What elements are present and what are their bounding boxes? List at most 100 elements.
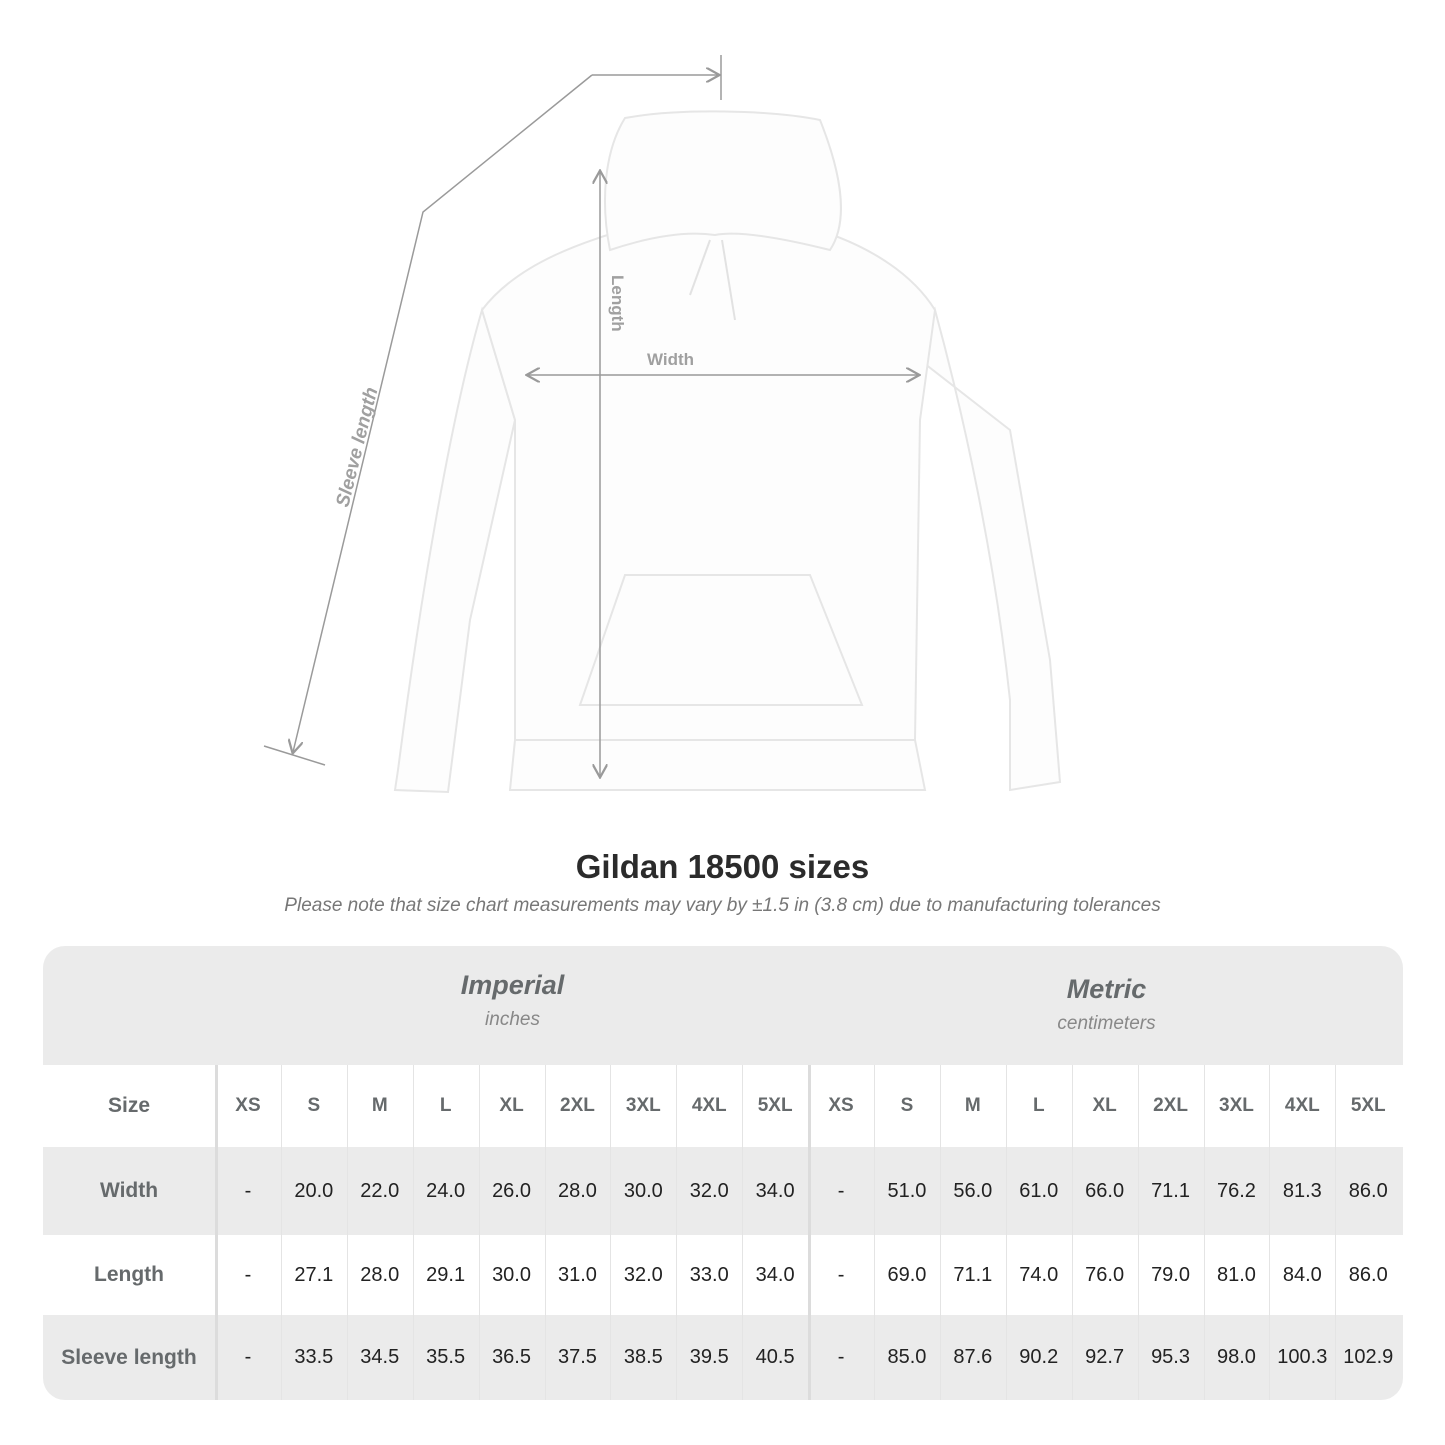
- size-table: Imperial inches Metric centimeters Size X…: [43, 946, 1403, 1400]
- tolerance-note: Please note that size chart measurements…: [284, 895, 1161, 916]
- size-row-bg: [43, 1065, 1403, 1147]
- metric-size-header: XS: [828, 1095, 854, 1116]
- imperial-value-cell: 28.0: [557, 1179, 597, 1202]
- row-label: Length: [94, 1263, 164, 1286]
- imperial-value-cell: 35.5: [426, 1346, 466, 1368]
- column-divider: [1335, 1065, 1337, 1400]
- imperial-size-header: 2XL: [560, 1095, 595, 1116]
- imperial-value-cell: 33.0: [689, 1263, 729, 1286]
- metric-value-cell: -: [837, 1263, 845, 1286]
- size-header-label: Size: [107, 1094, 151, 1117]
- column-divider: [1005, 1065, 1007, 1400]
- column-divider: [610, 1065, 612, 1400]
- imperial-value-cell: 27.1: [294, 1263, 334, 1286]
- imperial-value-cell: 22.0: [360, 1179, 400, 1202]
- metric-value-cell: 92.7: [1085, 1346, 1125, 1368]
- metric-value-cell: 85.0: [887, 1346, 927, 1368]
- imperial-size-header: 5XL: [757, 1095, 793, 1116]
- metric-value-cell: 76.2: [1216, 1179, 1256, 1202]
- imperial-value-cell: 26.0: [492, 1179, 531, 1202]
- imperial-value-cell: 34.0: [755, 1263, 795, 1286]
- metric-value-cell: -: [837, 1346, 845, 1368]
- imperial-value-cell: 29.1: [426, 1263, 466, 1286]
- column-divider: [939, 1065, 941, 1400]
- column-divider: [280, 1065, 282, 1400]
- metric-title: Metric: [1066, 974, 1147, 1004]
- column-divider: [742, 1065, 744, 1400]
- metric-value-cell: 98.0: [1216, 1346, 1256, 1368]
- metric-value-cell: 61.0: [1019, 1179, 1059, 1202]
- imperial-size-header: XS: [235, 1095, 261, 1116]
- imperial-value-cell: 30.0: [492, 1263, 531, 1286]
- imperial-unit: inches: [485, 1009, 540, 1030]
- imperial-value-cell: 34.0: [755, 1179, 795, 1202]
- metric-value-cell: 95.3: [1151, 1346, 1190, 1368]
- metric-value-cell: 90.2: [1019, 1346, 1059, 1368]
- row-label: Width: [99, 1179, 159, 1202]
- drawstrings: [689, 239, 736, 321]
- hoodie-image: [393, 110, 1062, 794]
- imperial-size-header: 4XL: [691, 1095, 727, 1116]
- column-divider: [1137, 1065, 1139, 1400]
- metric-value-cell: 69.0: [887, 1263, 927, 1286]
- metric-value-cell: 86.0: [1348, 1263, 1388, 1286]
- metric-value-cell: 86.0: [1348, 1179, 1388, 1202]
- imperial-size-header: XL: [499, 1095, 524, 1116]
- metric-value-cell: 71.1: [1151, 1179, 1190, 1202]
- metric-value-cell: 79.0: [1151, 1263, 1190, 1286]
- column-divider: [1203, 1065, 1205, 1400]
- column-divider: [478, 1065, 480, 1400]
- imperial-value-cell: 32.0: [689, 1179, 729, 1202]
- row-label: Sleeve length: [61, 1345, 197, 1369]
- metric-size-header: S: [900, 1095, 914, 1116]
- table-header-band: [43, 946, 1403, 1065]
- length-label: Length: [608, 275, 627, 332]
- imperial-value-cell: 40.5: [755, 1346, 795, 1368]
- metric-value-cell: -: [837, 1179, 845, 1202]
- imperial-value-cell: -: [244, 1179, 252, 1202]
- column-divider: [1269, 1065, 1271, 1400]
- imperial-value-cell: 34.5: [360, 1346, 400, 1368]
- sleeve-length-label: Sleeve length: [332, 385, 382, 509]
- hoodie-diagram: Sleeve length Length Width: [263, 55, 1062, 794]
- imperial-value-cell: -: [244, 1346, 252, 1368]
- column-divider: [808, 1065, 812, 1400]
- imperial-size-header: L: [439, 1095, 452, 1116]
- imperial-value-cell: -: [244, 1263, 252, 1286]
- column-divider: [544, 1065, 546, 1400]
- imperial-value-cell: 37.5: [557, 1346, 597, 1368]
- imperial-size-header: 3XL: [625, 1095, 661, 1116]
- column-divider: [346, 1065, 348, 1400]
- imperial-value-cell: 36.5: [492, 1346, 531, 1368]
- metric-size-header: 2XL: [1153, 1095, 1188, 1116]
- metric-value-cell: 71.1: [953, 1263, 993, 1286]
- metric-value-cell: 76.0: [1085, 1263, 1125, 1286]
- metric-value-cell: 81.3: [1282, 1179, 1322, 1202]
- metric-size-header: 5XL: [1350, 1095, 1386, 1116]
- metric-size-header: M: [964, 1095, 981, 1116]
- metric-size-header: 4XL: [1284, 1095, 1320, 1116]
- metric-value-cell: 81.0: [1216, 1263, 1256, 1286]
- width-label: Width: [647, 350, 694, 369]
- metric-value-cell: 66.0: [1085, 1179, 1125, 1202]
- column-divider: [874, 1065, 875, 1400]
- imperial-title: Imperial: [460, 970, 565, 1000]
- imperial-value-cell: 38.5: [623, 1346, 663, 1368]
- imperial-size-header: M: [371, 1095, 388, 1116]
- metric-value-cell: 100.3: [1277, 1346, 1328, 1368]
- imperial-size-header: S: [307, 1095, 321, 1116]
- measurement-lines: [263, 55, 918, 776]
- metric-value-cell: 51.0: [887, 1179, 927, 1202]
- imperial-value-cell: 33.5: [294, 1346, 334, 1368]
- column-divider: [215, 1065, 218, 1400]
- metric-unit: centimeters: [1057, 1013, 1156, 1034]
- imperial-value-cell: 24.0: [426, 1179, 466, 1202]
- imperial-value-cell: 28.0: [360, 1263, 400, 1286]
- metric-value-cell: 56.0: [953, 1179, 993, 1202]
- metric-value-cell: 84.0: [1282, 1263, 1322, 1286]
- imperial-value-cell: 20.0: [294, 1179, 334, 1202]
- metric-size-header: 3XL: [1219, 1095, 1254, 1116]
- column-divider: [1071, 1065, 1073, 1400]
- column-divider: [676, 1065, 678, 1400]
- metric-size-header: L: [1032, 1095, 1045, 1116]
